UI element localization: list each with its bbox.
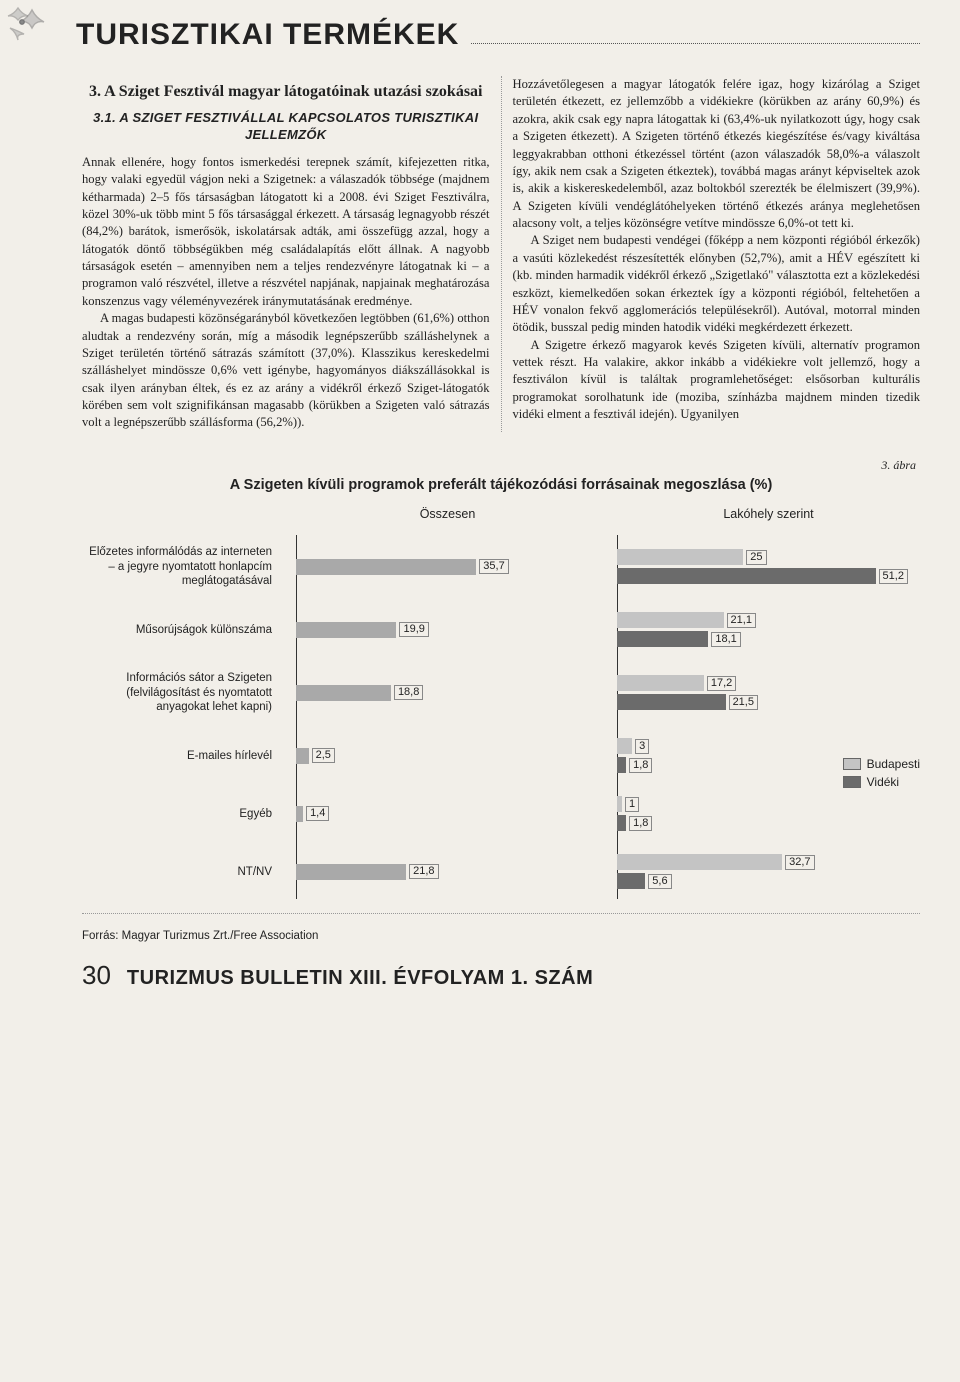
chart-value-label: 21,5 <box>729 695 758 710</box>
chart-bar-row: 1,4 <box>296 787 599 841</box>
chart-bar-row: 21,8 <box>296 845 599 899</box>
body-paragraph: A Szigetre érkező magyarok kevés Szigete… <box>513 337 921 424</box>
chart-row-label: E-mailes hírlevél <box>82 749 278 763</box>
chart-value-label: 1,4 <box>306 806 329 821</box>
chart-bar-row: 2,5 <box>296 729 599 783</box>
figure-title: A Szigeten kívüli programok preferált tá… <box>82 477 920 493</box>
column-divider <box>501 76 502 432</box>
body-paragraph: A Sziget nem budapesti vendégei (főképp … <box>513 232 921 336</box>
legend-label: Vidéki <box>867 775 899 789</box>
chart-bar <box>617 757 626 773</box>
chart-bar <box>296 864 406 880</box>
chart-bar-row: 32,7 5,6 <box>617 845 920 899</box>
chart-bar <box>296 748 309 764</box>
header-title: TURISZTIKAI TERMÉKEK <box>76 18 471 52</box>
chart-bar <box>617 631 708 647</box>
chart-bar-row: 11,8 <box>617 787 920 841</box>
chart-bar <box>617 568 876 584</box>
subsection-title: 3.1. A SZIGET FESZTIVÁLLAL KAPCSOLATOS T… <box>82 110 490 144</box>
chart-value-label: 1,8 <box>629 758 652 773</box>
chart-bar <box>617 738 632 754</box>
right-column: Hozzávetőlegesen a magyar látogatók felé… <box>513 76 921 432</box>
chart-value-label: 21,1 <box>727 613 756 628</box>
footer-title: TURIZMUS BULLETIN XIII. ÉVFOLYAM 1. SZÁM <box>127 967 593 990</box>
chart-value-label: 51,2 <box>879 569 908 584</box>
chart-row-label: Egyéb <box>82 807 278 821</box>
page-number: 30 <box>82 960 111 991</box>
chart-bar-row: 25 51,2 <box>617 535 920 599</box>
section-title: 3. A Sziget Fesztivál magyar látogatóina… <box>82 82 490 102</box>
chart-bar <box>617 675 704 691</box>
legend-item-bp: Budapesti <box>843 757 920 771</box>
body-paragraph: A magas budapesti közönségarányból követ… <box>82 310 490 432</box>
chart-legend: Budapesti Vidéki <box>843 757 920 793</box>
header-rule <box>471 43 920 44</box>
chart-value-label: 32,7 <box>785 855 814 870</box>
chart-total-column: Összesen 35,7 19,9 18,8 2,5 1,4 21,8 <box>296 507 599 903</box>
chart-bar <box>617 854 782 870</box>
body-paragraph: Hozzávetőlegesen a magyar látogatók felé… <box>513 76 921 232</box>
figure-label: 3. ábra <box>82 458 920 473</box>
chart-bar <box>296 622 396 638</box>
chart-bar-row: 21,1 18,1 <box>617 603 920 657</box>
chart-value-label: 19,9 <box>399 622 428 637</box>
chart-value-label: 35,7 <box>479 559 508 574</box>
chart-bar <box>617 694 726 710</box>
figure-source: Forrás: Magyar Turizmus Zrt./Free Associ… <box>82 930 920 942</box>
chart-value-label: 1 <box>625 797 639 812</box>
chart-bar-row: 19,9 <box>296 603 599 657</box>
chart-bar <box>296 685 391 701</box>
chart-value-label: 2,5 <box>312 748 335 763</box>
chart-value-label: 18,1 <box>711 632 740 647</box>
figure-block: 3. ábra A Szigeten kívüli programok pref… <box>82 458 920 942</box>
chart-row-labels: Előzetes informálódás az interneten – a … <box>82 507 278 903</box>
chart-bar <box>617 796 622 812</box>
body-paragraph: Annak ellenére, hogy fontos ismerkedési … <box>82 154 490 310</box>
chart-col-head-total: Összesen <box>296 507 599 525</box>
chart-row-label: Előzetes informálódás az interneten – a … <box>82 545 278 588</box>
chart-bar-row: 35,7 <box>296 535 599 599</box>
chart-row-label: Információs sátor a Szigeten (felvilágos… <box>82 671 278 714</box>
chart-row-label: NT/NV <box>82 865 278 879</box>
chart-col-head-residence: Lakóhely szerint <box>617 507 920 525</box>
chart-value-label: 18,8 <box>394 685 423 700</box>
chart-value-label: 3 <box>635 739 649 754</box>
left-column: 3. A Sziget Fesztivál magyar látogatóina… <box>82 76 490 432</box>
chart-bar <box>617 549 743 565</box>
dotted-rule <box>82 913 920 914</box>
header-ornament-icon <box>0 0 64 64</box>
chart-bar-row: 18,8 <box>296 661 599 725</box>
legend-item-vid: Vidéki <box>843 775 920 789</box>
chart-bar <box>296 559 476 575</box>
chart-bar-row: 17,2 21,5 <box>617 661 920 725</box>
chart-bar <box>617 612 724 628</box>
chart-bar <box>617 815 626 831</box>
legend-label: Budapesti <box>867 757 920 771</box>
chart-residence-column: Lakóhely szerint 25 51,2 21,1 18,1 17,2 21,5 3… <box>617 507 920 903</box>
chart-value-label: 17,2 <box>707 676 736 691</box>
chart-row-label: Műsorújságok különszáma <box>82 623 278 637</box>
chart-value-label: 5,6 <box>648 874 671 889</box>
chart-bar <box>617 873 645 889</box>
chart-value-label: 25 <box>746 550 766 565</box>
chart-bar <box>296 806 303 822</box>
page-footer: 30 TURIZMUS BULLETIN XIII. ÉVFOLYAM 1. S… <box>82 960 920 991</box>
chart-value-label: 1,8 <box>629 816 652 831</box>
chart-value-label: 21,8 <box>409 864 438 879</box>
